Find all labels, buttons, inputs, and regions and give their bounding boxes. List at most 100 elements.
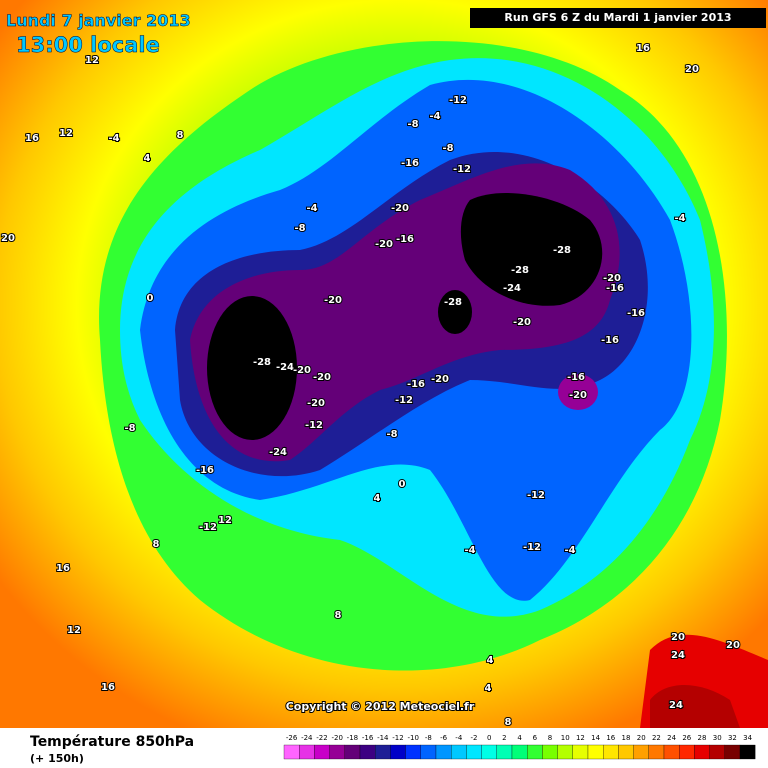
contour-label: -4 (564, 545, 575, 556)
contour-label: -28 (253, 357, 271, 368)
colorbar-tick-label: 16 (606, 734, 615, 742)
colorbar-tick-label: 20 (637, 734, 646, 742)
contour-label: -16 (396, 234, 414, 245)
colorbar-swatch (587, 744, 604, 760)
colorbar-swatch (724, 744, 741, 760)
contour-label: -12 (395, 395, 413, 406)
contour-label: -4 (306, 203, 317, 214)
contour-label: -8 (442, 143, 453, 154)
colorbar-swatch (648, 744, 665, 760)
contour-label: -28 (444, 297, 462, 308)
contour-label: 16 (636, 43, 650, 54)
contour-label: 4 (144, 153, 151, 164)
colorbar: -26 -24 -22 -20 -18 -16 -14 -12 -10 -8 -6 -4 -2 0 2 4 6 8… (283, 734, 756, 760)
contour-label: -20 (375, 239, 393, 250)
colorbar-swatch (420, 744, 437, 760)
colorbar-swatch (572, 744, 589, 760)
contour-label: -20 (391, 203, 409, 214)
contour-label: -20 (569, 390, 587, 401)
colorbar-tick-label: -18 (347, 734, 358, 742)
colorbar-swatch (511, 744, 528, 760)
contour-label: -28 (553, 245, 571, 256)
colorbar-swatch (633, 744, 649, 760)
contour-label: -8 (294, 223, 305, 234)
colorbar-tick-label: 0 (487, 734, 491, 742)
contour-label: 20 (726, 640, 740, 651)
colorbar-swatch (359, 744, 376, 760)
contour-label: -8 (386, 429, 397, 440)
colorbar-tick-label: 14 (591, 734, 600, 742)
run-info: Run GFS 6 Z du Mardi 1 janvier 2013 (504, 11, 731, 24)
colorbar-swatch (344, 744, 361, 760)
contour-label: 24 (671, 650, 685, 661)
contour-label: -4 (108, 133, 119, 144)
colorbar-tick-label: 8 (548, 734, 552, 742)
time-title: 13:00 locale (16, 33, 160, 57)
contour-label: 16 (101, 682, 115, 693)
colorbar-swatch (679, 744, 695, 760)
colorbar-swatch (466, 744, 482, 760)
colorbar-swatch (329, 744, 345, 760)
colorbar-tick-label: -22 (316, 734, 327, 742)
colorbar-swatch (663, 744, 680, 760)
contour-label: -28 (511, 265, 529, 276)
colorbar-tick-label: -4 (455, 734, 463, 742)
contour-label: 4 (374, 493, 381, 504)
contour-label: -16 (196, 465, 214, 476)
colorbar-tick-label: 18 (622, 734, 631, 742)
contour-label: -12 (523, 542, 541, 553)
contour-label: -12 (199, 522, 217, 533)
contour-label: -12 (449, 95, 467, 106)
contour-label: 16 (56, 563, 70, 574)
legend-subtitle: (+ 150h) (30, 752, 84, 765)
map-shapes (0, 0, 768, 728)
contour-label: -4 (674, 213, 685, 224)
contour-label: -16 (401, 158, 419, 169)
copyright: Copyright © 2012 Meteociel.fr (286, 700, 475, 713)
contour-label: 4 (487, 655, 494, 666)
contour-label: -16 (606, 283, 624, 294)
contour-label: 20 (685, 64, 699, 75)
contour-label: -16 (601, 335, 619, 346)
colorbar-swatch (618, 744, 634, 760)
contour-label: 12 (218, 515, 232, 526)
contour-label: -20 (293, 365, 311, 376)
contour-label: 24 (669, 700, 683, 711)
colorbar-tick-label: 26 (682, 734, 691, 742)
contour-label: 12 (85, 55, 99, 66)
colorbar-tick-label: 2 (502, 734, 506, 742)
colorbar-tick-label: -2 (471, 734, 478, 742)
contour-label: 12 (67, 625, 81, 636)
contour-label: -8 (407, 119, 418, 130)
contour-label: -24 (276, 362, 294, 373)
colorbar-swatch (283, 744, 300, 760)
colorbar-swatch (481, 744, 497, 760)
contour-label: -20 (313, 372, 331, 383)
contour-label: 8 (153, 539, 160, 550)
colorbar-swatch (557, 744, 573, 760)
contour-label: 4 (485, 683, 492, 694)
colorbar-swatch (435, 744, 452, 760)
colorbar-tick-label: -10 (407, 734, 418, 742)
colorbar-tick-label: -24 (301, 734, 313, 742)
colorbar-swatch (739, 744, 756, 760)
contour-label: -20 (603, 273, 621, 284)
contour-label: 16 (25, 133, 39, 144)
colorbar-swatch (603, 744, 619, 760)
colorbar-tick-label: 10 (561, 734, 570, 742)
colorbar-swatch (527, 744, 543, 760)
contour-label: 20 (671, 632, 685, 643)
contour-labels: -28-28-28-28-24-24-24-20-20-20-20-20-20-… (0, 42, 741, 729)
contour-label: -4 (429, 111, 440, 122)
contour-label: 8 (177, 130, 184, 141)
contour-label: -20 (513, 317, 531, 328)
colorbar-tick-label: -14 (377, 734, 389, 742)
colorbar-swatch (451, 744, 467, 760)
contour-label: -12 (305, 420, 323, 431)
colorbar-tick-label: -26 (286, 734, 298, 742)
colorbar-tick-label: -8 (425, 734, 432, 742)
colorbar-swatch (390, 744, 406, 760)
contour-label: -4 (464, 545, 475, 556)
colorbar-swatch (375, 744, 391, 760)
